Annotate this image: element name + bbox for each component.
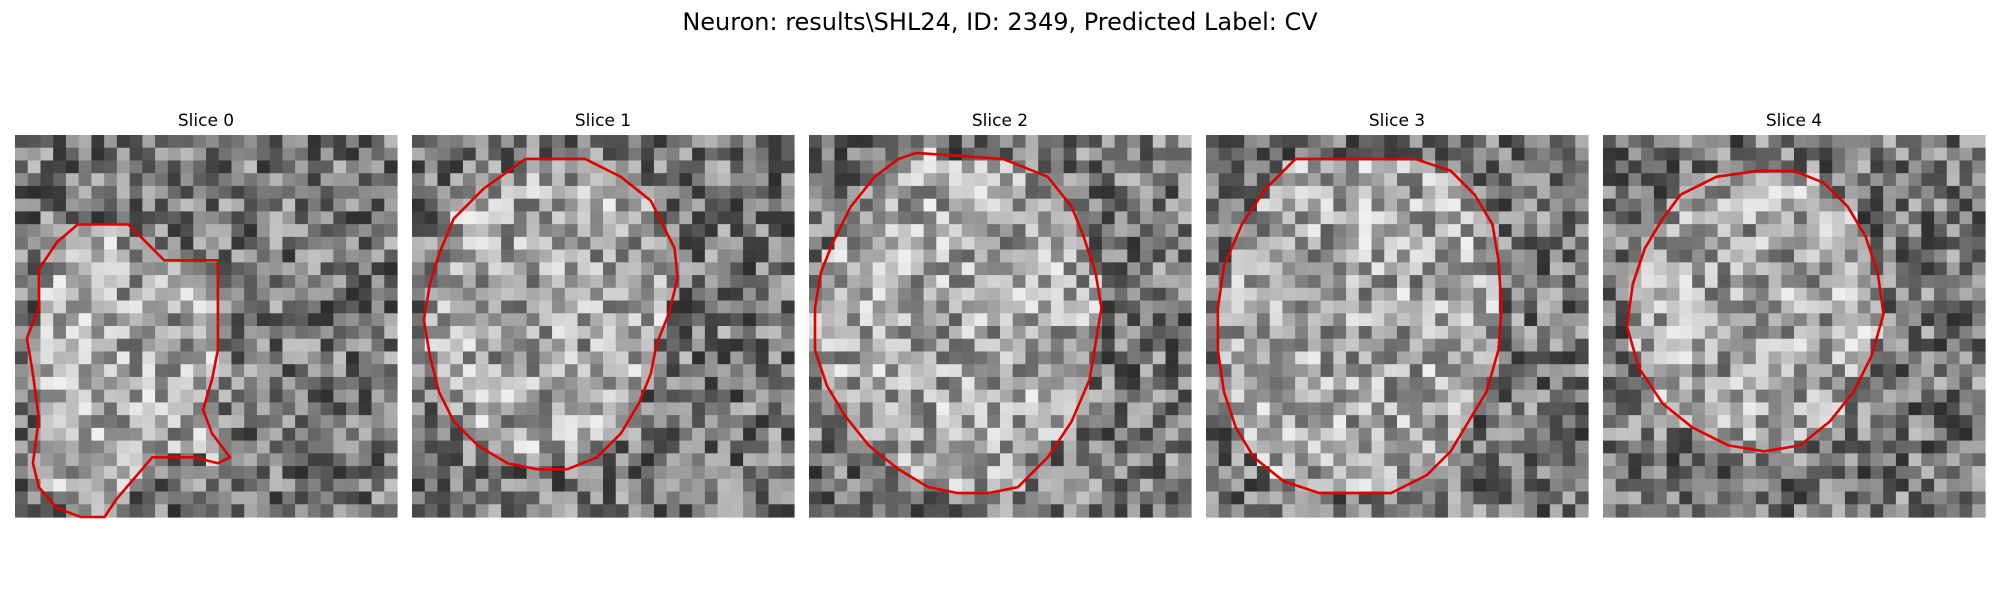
slice-panel-1: Slice 1 bbox=[412, 111, 795, 518]
slice-panel-0: Slice 0 bbox=[15, 111, 398, 519]
roi-contour bbox=[813, 151, 1103, 495]
slice-panel-2: Slice 2 bbox=[809, 111, 1192, 518]
roi-contour bbox=[1625, 169, 1885, 453]
slice-panel-4: Slice 4 bbox=[1603, 111, 1986, 518]
slice-title: Slice 3 bbox=[1369, 111, 1425, 131]
figure-title: Neuron: results\SHL24, ID: 2349, Predict… bbox=[682, 8, 1318, 36]
roi-contour bbox=[1216, 157, 1503, 495]
slice-title: Slice 1 bbox=[575, 111, 631, 131]
slice-image bbox=[809, 135, 1192, 518]
roi-contour bbox=[25, 223, 232, 519]
slice-title: Slice 0 bbox=[178, 111, 234, 131]
slice-title: Slice 4 bbox=[1766, 111, 1822, 131]
roi-contour bbox=[422, 157, 679, 471]
slice-image bbox=[412, 135, 795, 518]
slice-image bbox=[15, 135, 398, 518]
slice-panel-3: Slice 3 bbox=[1206, 111, 1589, 518]
slice-title: Slice 2 bbox=[972, 111, 1028, 131]
slice-image bbox=[1603, 135, 1986, 518]
slice-panels: Slice 0 Slice 1 Slice 2 Slice 3 Slice 4 bbox=[15, 111, 1986, 519]
